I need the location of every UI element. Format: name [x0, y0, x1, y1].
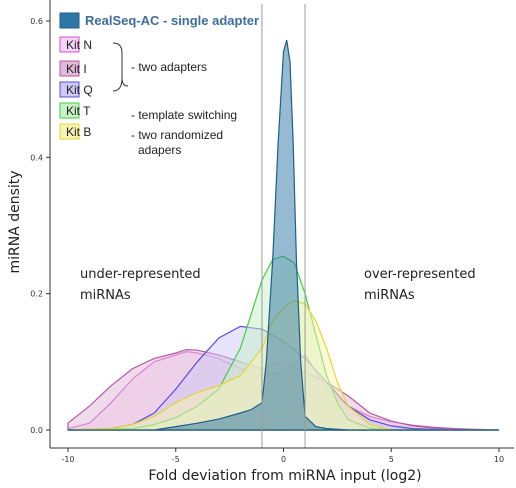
- under-represented-label-2: miRNAs: [80, 288, 131, 303]
- y-tick-label: 0.4: [30, 153, 43, 162]
- legend-swatch-kit-i: [59, 60, 80, 77]
- x-axis-ticks: -10 -5 0 5 10: [61, 448, 504, 464]
- x-tick-label: -5: [172, 455, 180, 464]
- legend-items: Kit N Kit I Kit Q Kit T Kit B: [59, 36, 93, 140]
- over-represented-label: over-represented: [364, 267, 476, 282]
- under-represented-label: under-represented: [80, 267, 201, 282]
- legend-brace: [112, 42, 129, 92]
- legend-swatch-kit-q: [59, 81, 80, 98]
- legend-swatch-kit-t: [59, 102, 80, 119]
- legend-label-kit-i: Kit I: [66, 62, 87, 76]
- note-template-switching: - template switching: [131, 108, 237, 122]
- legend-label-kit-q: Kit Q: [66, 83, 93, 97]
- y-tick-label: 0.0: [30, 426, 43, 435]
- x-tick-label: 5: [389, 455, 394, 464]
- note-randomized-1: - two randomized: [131, 128, 223, 142]
- x-axis-title: Fold deviation from miRNA input (log2): [148, 468, 421, 484]
- legend-swatch-kit-n: [59, 36, 80, 53]
- y-axis-ticks: 0.0 0.2 0.4 0.6: [30, 17, 50, 435]
- legend-label-kit-n: Kit N: [66, 38, 92, 52]
- over-represented-label-2: miRNAs: [364, 288, 415, 303]
- x-tick-label: 10: [494, 455, 504, 464]
- y-tick-label: 0.6: [30, 17, 43, 26]
- density-area-realseq-ac-single-adapter: [68, 39, 499, 431]
- note-randomized-2: adapers: [138, 143, 181, 157]
- x-tick-label: -10: [61, 455, 74, 464]
- legend-label-kit-t: Kit T: [66, 104, 91, 118]
- density-areas: [67, 39, 500, 431]
- note-two-adapters: - two adapters: [131, 60, 207, 74]
- legend-swatch-kit-b: [59, 123, 80, 140]
- legend-title: RealSeq-AC - single adapter: [85, 13, 259, 28]
- x-tick-label: 0: [281, 455, 286, 464]
- y-axis-title: miRNA density: [7, 170, 23, 273]
- y-tick-label: 0.2: [30, 290, 43, 299]
- legend-label-kit-b: Kit B: [66, 125, 91, 139]
- legend-swatch-realseq: [59, 12, 80, 29]
